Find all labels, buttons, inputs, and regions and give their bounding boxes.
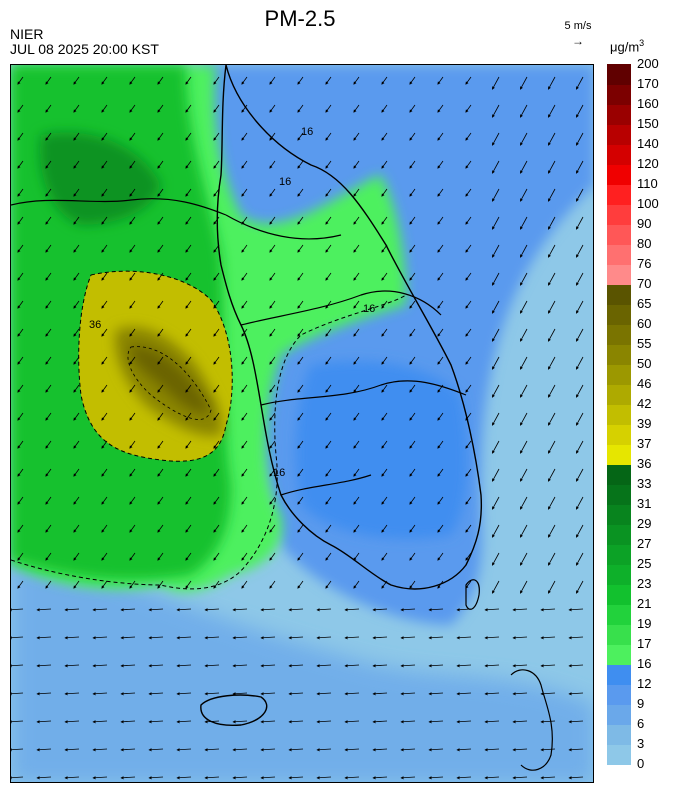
legend-swatch: [607, 564, 631, 585]
legend-swatch: [607, 424, 631, 445]
legend-swatch: [607, 124, 631, 145]
wind-scale-arrow-icon: →: [563, 34, 593, 48]
legend-level-label: 33: [637, 477, 651, 490]
legend-swatch: [607, 144, 631, 165]
legend-swatch: [607, 224, 631, 245]
legend-swatch: [607, 464, 631, 485]
legend-level-label: 9: [637, 697, 644, 710]
legend-swatch: [607, 544, 631, 565]
legend-level-label: 120: [637, 157, 659, 170]
unit-exponent: 3: [639, 38, 644, 48]
legend-swatch: [607, 364, 631, 385]
legend-swatch: [607, 664, 631, 685]
field-southeast-inland: [296, 361, 468, 539]
legend-swatch: [607, 704, 631, 725]
legend-swatch: [607, 64, 631, 85]
legend-level-label: 0: [637, 757, 644, 770]
map-title: PM-2.5: [0, 6, 600, 32]
legend-level-label: 76: [637, 257, 651, 270]
timestamp-label: JUL 08 2025 20:00 KST: [10, 41, 159, 57]
legend-level-label: 17: [637, 637, 651, 650]
legend-level-label: 31: [637, 497, 651, 510]
legend-level-label: 50: [637, 357, 651, 370]
legend-level-label: 150: [637, 117, 659, 130]
legend-swatch: [607, 504, 631, 525]
legend-level-label: 170: [637, 77, 659, 90]
legend-swatch: [607, 284, 631, 305]
legend-swatch: [607, 404, 631, 425]
pm25-concentration-map: 16 16 16 36 16: [10, 64, 594, 783]
legend-level-label: 70: [637, 277, 651, 290]
legend-swatch: [607, 244, 631, 265]
legend-level-label: 100: [637, 197, 659, 210]
legend-level-label: 25: [637, 557, 651, 570]
contour-label: 36: [89, 319, 101, 331]
legend-swatch: [607, 444, 631, 465]
contour-label: 16: [363, 303, 375, 315]
legend-level-label: 160: [637, 97, 659, 110]
legend-level-label: 12: [637, 677, 651, 690]
legend-level-label: 110: [637, 177, 658, 190]
legend-level-label: 60: [637, 317, 651, 330]
legend-level-label: 21: [637, 597, 651, 610]
legend-swatch: [607, 264, 631, 285]
legend-level-label: 29: [637, 517, 651, 530]
legend-colorbar: [607, 64, 631, 764]
legend-swatch: [607, 184, 631, 205]
legend-swatch: [607, 324, 631, 345]
legend-level-label: 42: [637, 397, 651, 410]
contour-label: 16: [273, 467, 285, 479]
legend-swatch: [607, 524, 631, 545]
legend-level-label: 200: [637, 57, 659, 70]
legend-swatch: [607, 104, 631, 125]
legend-level-label: 90: [637, 217, 651, 230]
legend-level-label: 65: [637, 297, 651, 310]
legend-level-label: 37: [637, 437, 651, 450]
legend-swatch: [607, 304, 631, 325]
legend-swatch: [607, 384, 631, 405]
legend-level-label: 80: [637, 237, 651, 250]
contour-label: 16: [279, 176, 291, 188]
legend-swatch: [607, 84, 631, 105]
legend-swatch: [607, 744, 631, 765]
legend-level-label: 140: [637, 137, 659, 150]
legend-swatch: [607, 164, 631, 185]
legend-level-label: 27: [637, 537, 651, 550]
legend-level-label: 6: [637, 717, 644, 730]
unit-base: μg/m: [610, 39, 639, 54]
legend-swatch: [607, 604, 631, 625]
map-canvas: 16 16 16 36 16: [11, 65, 594, 783]
legend-swatch: [607, 684, 631, 705]
wind-scale-label: 5 m/s: [553, 20, 603, 32]
legend-swatch: [607, 624, 631, 645]
legend-swatch: [607, 484, 631, 505]
legend-level-label: 36: [637, 457, 651, 470]
organization-label: NIER: [10, 26, 43, 42]
legend-level-label: 23: [637, 577, 651, 590]
legend-swatch: [607, 584, 631, 605]
legend-swatch: [607, 204, 631, 225]
legend-level-label: 46: [637, 377, 651, 390]
unit-label: μg/m3: [610, 38, 644, 54]
legend-level-label: 19: [637, 617, 651, 630]
legend-swatch: [607, 644, 631, 665]
legend-level-label: 39: [637, 417, 651, 430]
contour-label: 16: [301, 126, 313, 138]
legend-swatch: [607, 344, 631, 365]
legend-level-label: 3: [637, 737, 644, 750]
legend-level-label: 16: [637, 657, 651, 670]
legend-level-label: 55: [637, 337, 651, 350]
legend-swatch: [607, 724, 631, 745]
